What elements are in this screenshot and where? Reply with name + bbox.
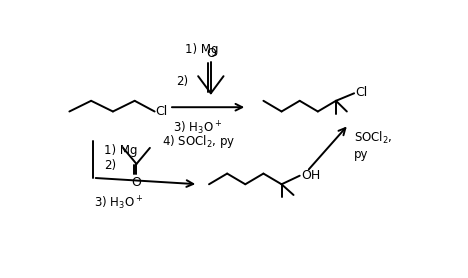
Text: 3) H$_3$O$^+$: 3) H$_3$O$^+$ (174, 120, 223, 137)
Text: 2): 2) (176, 75, 188, 88)
Text: Cl: Cl (355, 86, 367, 99)
Text: 1) Mg: 1) Mg (104, 144, 137, 157)
Text: O: O (206, 47, 216, 60)
Text: OH: OH (301, 169, 320, 182)
Text: 2): 2) (104, 158, 116, 172)
Text: SOCl$_2$,
py: SOCl$_2$, py (354, 130, 393, 161)
Text: O: O (132, 176, 141, 189)
Text: 3) H$_3$O$^+$: 3) H$_3$O$^+$ (94, 195, 143, 212)
Text: 1) Mg: 1) Mg (185, 43, 219, 56)
Text: 4) SOCl$_2$, py: 4) SOCl$_2$, py (161, 133, 235, 150)
Text: Cl: Cl (156, 105, 168, 118)
